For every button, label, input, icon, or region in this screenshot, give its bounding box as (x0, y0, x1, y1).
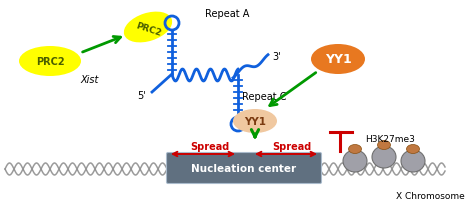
Text: Repeat A: Repeat A (205, 9, 249, 19)
Text: 5': 5' (137, 91, 146, 101)
Text: PRC2: PRC2 (134, 22, 162, 38)
Ellipse shape (407, 145, 419, 154)
Text: PRC2: PRC2 (36, 57, 64, 67)
Ellipse shape (401, 150, 425, 172)
Text: Repeat C: Repeat C (242, 91, 286, 102)
Text: X Chromosome: X Chromosome (396, 192, 465, 200)
Ellipse shape (311, 45, 365, 75)
Text: 3': 3' (272, 52, 281, 62)
Text: Nucleation center: Nucleation center (191, 163, 297, 173)
Text: YY1: YY1 (325, 53, 351, 66)
FancyBboxPatch shape (166, 153, 321, 184)
Text: H3K27me3: H3K27me3 (365, 135, 415, 144)
Ellipse shape (343, 150, 367, 172)
Text: Spread: Spread (191, 141, 229, 151)
Text: YY1: YY1 (244, 116, 266, 126)
Ellipse shape (348, 145, 362, 154)
Ellipse shape (372, 146, 396, 168)
Ellipse shape (19, 47, 81, 77)
Text: Xist: Xist (81, 75, 99, 85)
Ellipse shape (233, 109, 277, 133)
Ellipse shape (124, 13, 172, 43)
Text: Spread: Spread (273, 141, 311, 151)
Ellipse shape (377, 141, 391, 150)
